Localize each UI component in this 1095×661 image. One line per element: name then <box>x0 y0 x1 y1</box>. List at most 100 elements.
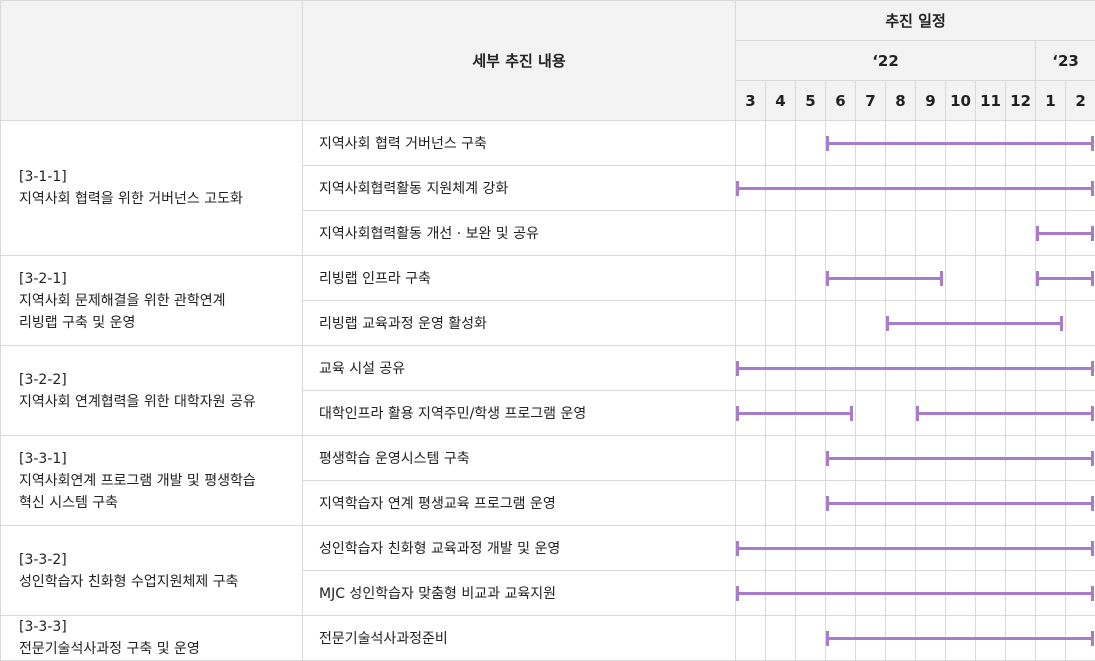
month-cell <box>765 480 796 526</box>
detail-item: 교육 시설 공유 <box>302 345 736 391</box>
category-label: [3-3-3] 전문기술석사과정 구축 및 운영 <box>0 615 303 661</box>
month-cell <box>795 210 826 256</box>
schedule-bar <box>826 136 1094 151</box>
category-label: [3-3-1] 지역사회연계 프로그램 개발 및 평생학습 혁신 시스템 구축 <box>0 435 303 526</box>
month-header: 3 <box>735 80 766 121</box>
month-cell <box>735 300 1063 346</box>
detail-item: 대학인프라 활용 지역주민/학생 프로그램 운영 <box>302 390 736 436</box>
month-cell <box>735 570 1094 616</box>
month-cell <box>1005 210 1036 256</box>
month-cell <box>765 255 796 301</box>
detail-item: MJC 성인학습자 맞춤형 비교과 교육지원 <box>302 570 736 616</box>
schedule-bar <box>736 181 1094 196</box>
schedule-bar <box>736 586 1094 601</box>
month-cell <box>735 345 1094 391</box>
month-cell <box>975 210 1006 256</box>
month-cell <box>735 390 1094 436</box>
detail-item: 지역사회협력활동 지원체계 강화 <box>302 165 736 211</box>
month-cell <box>1064 300 1095 346</box>
detail-item: 리빙랩 인프라 구축 <box>302 255 736 301</box>
table-row: [3-3-2] 성인학습자 친화형 수업지원체제 구축 성인학습자 친화형 교육과… <box>0 525 1095 616</box>
detail-item: 전문기술석사과정준비 <box>302 615 736 661</box>
month-cell <box>855 210 886 256</box>
detail-item: 리빙랩 교육과정 운영 활성화 <box>302 300 736 346</box>
table-row: [3-3-1] 지역사회연계 프로그램 개발 및 평생학습 혁신 시스템 구축 평… <box>0 435 1095 526</box>
month-cell <box>945 210 976 256</box>
detail-item: 성인학습자 친화형 교육과정 개발 및 운영 <box>302 525 736 571</box>
month-header: 10 <box>945 80 976 121</box>
detail-item: 지역학습자 연계 평생교육 프로그램 운영 <box>302 480 736 526</box>
header-detail: 세부 추진 내용 <box>302 0 736 121</box>
month-cell <box>765 435 796 481</box>
table-row: 대학인프라 활용 지역주민/학생 프로그램 운영 <box>1 390 1095 436</box>
month-cell <box>735 210 1094 256</box>
schedule-bar <box>826 631 1094 646</box>
month-cell <box>795 615 826 661</box>
schedule-bar <box>1036 271 1094 286</box>
month-cell <box>825 300 856 346</box>
month-header: 2 <box>1064 80 1095 121</box>
month-cell <box>975 255 1006 301</box>
schedule-bar <box>826 271 943 286</box>
month-cell <box>765 120 796 166</box>
month-cell <box>765 300 796 346</box>
month-cell <box>885 210 916 256</box>
month-cell <box>825 210 856 256</box>
schedule-bar <box>826 451 1094 466</box>
table-row: 리빙랩 교육과정 운영 활성화 <box>1 300 1095 346</box>
month-cell <box>765 210 796 256</box>
month-header: 9 <box>915 80 946 121</box>
table-row: [3-2-2] 지역사회 연계협력을 위한 대학자원 공유 교육 시설 공유 <box>0 345 1095 436</box>
table-row: 지역사회협력활동 지원체계 강화 <box>1 165 1095 211</box>
table-row: [3-1-1] 지역사회 협력을 위한 거버넌스 고도화 지역사회 협력 거버넌스… <box>0 120 1095 256</box>
category-label: [3-3-2] 성인학습자 친화형 수업지원체제 구축 <box>0 525 303 616</box>
schedule-bar <box>736 361 1094 376</box>
month-header: 5 <box>795 80 826 121</box>
schedule-bar <box>736 406 853 421</box>
month-cell <box>735 255 1094 301</box>
table-row: MJC 성인학습자 맞춤형 비교과 교육지원 <box>1 570 1095 616</box>
month-header: 4 <box>765 80 796 121</box>
month-cell <box>735 120 1094 166</box>
schedule-bar <box>1036 226 1094 241</box>
header-category-cell <box>0 0 303 121</box>
category-label: [3-2-2] 지역사회 연계협력을 위한 대학자원 공유 <box>0 345 303 436</box>
month-cell <box>885 390 916 436</box>
header-schedule: 추진 일정 <box>734 0 1095 41</box>
month-cell <box>795 480 826 526</box>
month-cell <box>735 165 1094 211</box>
month-cell <box>795 300 826 346</box>
schedule-bar <box>886 316 1063 331</box>
detail-item: 평생학습 운영시스템 구축 <box>302 435 736 481</box>
category-label: [3-1-1] 지역사회 협력을 위한 거버넌스 고도화 <box>0 120 303 256</box>
month-header: 12 <box>1005 80 1036 121</box>
month-cell <box>735 615 1094 661</box>
month-cell <box>795 255 826 301</box>
month-cell <box>795 120 826 166</box>
month-header: 6 <box>825 80 856 121</box>
schedule-bar <box>826 496 1094 511</box>
category-label: [3-2-1] 지역사회 문제해결을 위한 관학연계 리빙랩 구축 및 운영 <box>0 255 303 346</box>
schedule-bar <box>736 541 1094 556</box>
month-cell <box>915 210 946 256</box>
schedule-bar <box>916 406 1094 421</box>
month-cell <box>765 615 796 661</box>
month-cell <box>855 300 886 346</box>
month-cell <box>735 525 1094 571</box>
month-header: 1 <box>1035 80 1066 121</box>
month-header: 7 <box>855 80 886 121</box>
table-row: [3-3-3] 전문기술석사과정 구축 및 운영 전문기술석사과정준비 <box>0 615 1095 661</box>
month-header: 11 <box>975 80 1006 121</box>
month-cell <box>945 255 976 301</box>
month-cell <box>795 435 826 481</box>
table-row: [3-2-1] 지역사회 문제해결을 위한 관학연계 리빙랩 구축 및 운영 리빙… <box>0 255 1095 346</box>
month-cell <box>735 435 1094 481</box>
month-cell <box>1005 255 1036 301</box>
month-cell <box>735 480 1094 526</box>
header-year-23: ‘23 <box>1034 40 1095 81</box>
month-header: 8 <box>885 80 916 121</box>
detail-item: 지역사회 협력 거버넌스 구축 <box>302 120 736 166</box>
header-year-22: ‘22 <box>735 40 1036 81</box>
month-cell <box>855 390 886 436</box>
